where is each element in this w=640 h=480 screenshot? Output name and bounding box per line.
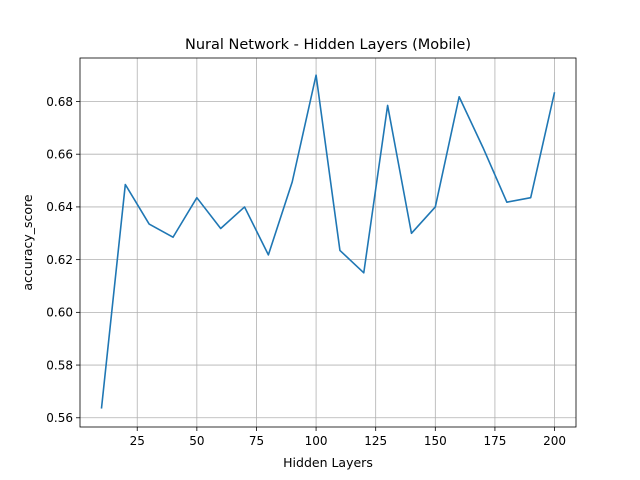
plot-frame [79, 57, 577, 428]
chart-title: Nural Network - Hidden Layers (Mobile) [185, 37, 471, 53]
x-axis-label: Hidden Layers [283, 455, 373, 470]
x-axis: 25 50 75 100 125 150 175 200 [130, 427, 566, 448]
y-tick-label: 0.58 [46, 358, 73, 372]
x-tick-label: 200 [543, 434, 566, 448]
x-tick-label: 175 [483, 434, 506, 448]
y-axis: 0.56 0.58 0.60 0.62 0.64 0.66 0.68 [46, 95, 80, 425]
x-tick-label: 100 [305, 434, 328, 448]
grid [80, 58, 576, 427]
y-tick-label: 0.66 [46, 148, 73, 162]
y-tick-label: 0.62 [46, 253, 73, 267]
x-tick-label: 75 [249, 434, 264, 448]
series-layer [100, 74, 556, 409]
y-axis-label: accuracy_score [20, 194, 35, 291]
x-tick-label: 25 [130, 434, 145, 448]
x-tick-label: 125 [364, 434, 387, 448]
y-tick-label: 0.68 [46, 95, 73, 109]
series-line [100, 74, 556, 409]
x-tick-label: 50 [189, 434, 204, 448]
y-tick-label: 0.64 [46, 200, 73, 214]
y-tick-label: 0.56 [46, 411, 73, 425]
x-tick-label: 150 [424, 434, 447, 448]
y-tick-label: 0.60 [46, 306, 73, 320]
